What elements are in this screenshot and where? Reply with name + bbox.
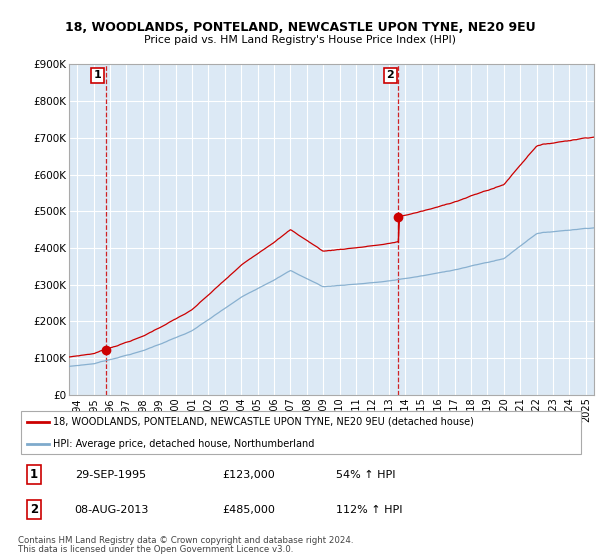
Text: 1: 1 <box>30 468 38 481</box>
Text: 54% ↑ HPI: 54% ↑ HPI <box>335 470 395 479</box>
Text: 2: 2 <box>386 71 394 81</box>
Text: 1: 1 <box>94 71 101 81</box>
Text: 18, WOODLANDS, PONTELAND, NEWCASTLE UPON TYNE, NE20 9EU: 18, WOODLANDS, PONTELAND, NEWCASTLE UPON… <box>65 21 535 34</box>
Text: 2: 2 <box>30 503 38 516</box>
FancyBboxPatch shape <box>21 410 581 455</box>
Text: Contains HM Land Registry data © Crown copyright and database right 2024.: Contains HM Land Registry data © Crown c… <box>18 536 353 545</box>
Text: 112% ↑ HPI: 112% ↑ HPI <box>335 505 402 515</box>
Text: £123,000: £123,000 <box>222 470 275 479</box>
Text: 08-AUG-2013: 08-AUG-2013 <box>75 505 149 515</box>
Text: Price paid vs. HM Land Registry's House Price Index (HPI): Price paid vs. HM Land Registry's House … <box>144 35 456 45</box>
Text: HPI: Average price, detached house, Northumberland: HPI: Average price, detached house, Nort… <box>53 438 314 449</box>
Text: £485,000: £485,000 <box>222 505 275 515</box>
Text: 18, WOODLANDS, PONTELAND, NEWCASTLE UPON TYNE, NE20 9EU (detached house): 18, WOODLANDS, PONTELAND, NEWCASTLE UPON… <box>53 417 474 427</box>
Text: This data is licensed under the Open Government Licence v3.0.: This data is licensed under the Open Gov… <box>18 545 293 554</box>
Text: 29-SEP-1995: 29-SEP-1995 <box>75 470 146 479</box>
